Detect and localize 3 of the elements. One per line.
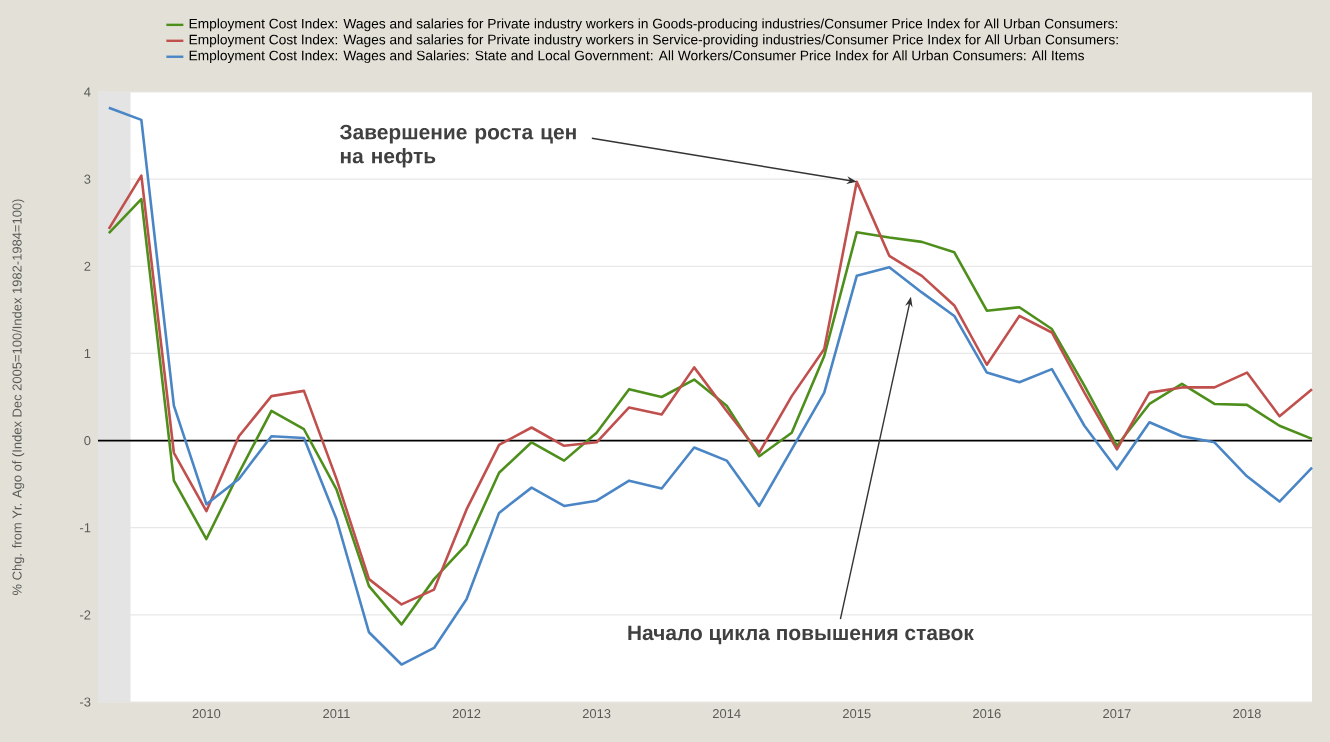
line-series [107,106,1314,666]
annotation: Начало цикла повышения ставок [628,625,974,645]
annotation: Завершение роста цен на нефть [339,124,576,168]
